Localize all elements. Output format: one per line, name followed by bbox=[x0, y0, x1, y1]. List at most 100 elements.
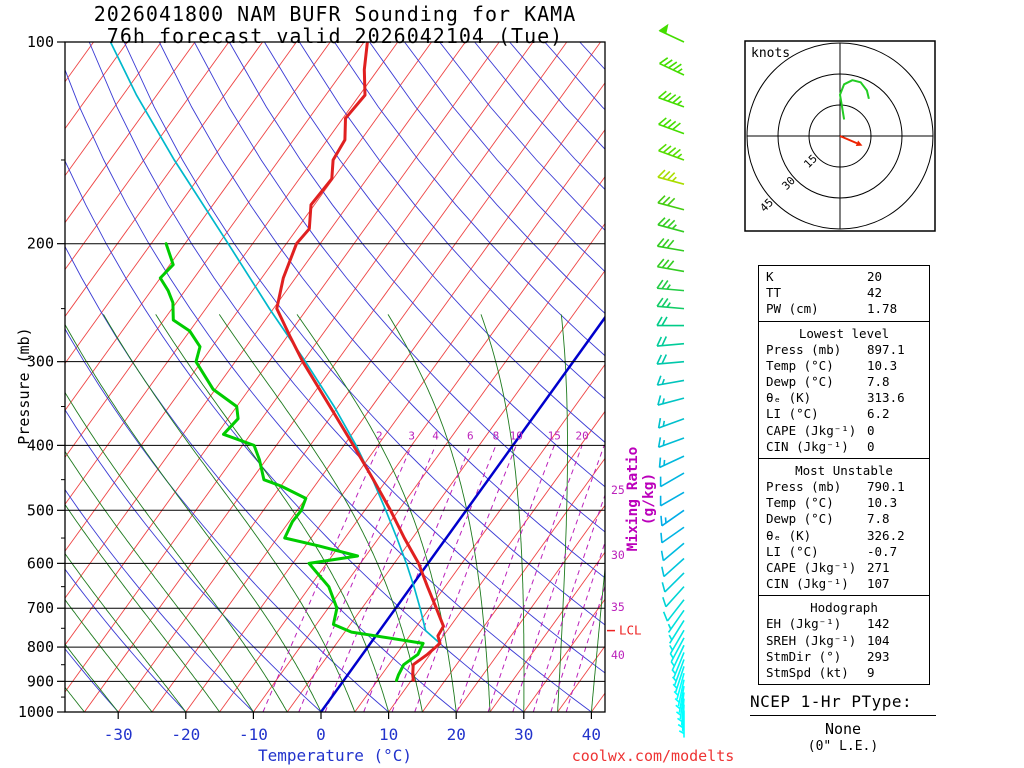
stat-row: Temp (°C) 10.3 bbox=[759, 358, 929, 374]
svg-text:200: 200 bbox=[27, 235, 54, 253]
svg-text:35: 35 bbox=[611, 600, 625, 614]
svg-text:40: 40 bbox=[582, 725, 601, 744]
stat-label: Temp (°C) bbox=[766, 357, 834, 373]
stat-row: CAPE (Jkg⁻¹) 271 bbox=[759, 560, 929, 576]
stat-row: LI (°C) 6.2 bbox=[759, 406, 929, 422]
mixing-ratio-axis-label: Mixing Ratio (g/kg) bbox=[625, 446, 657, 552]
stat-value: 0 bbox=[867, 422, 875, 438]
svg-text:20: 20 bbox=[575, 429, 588, 442]
dry-adiabats bbox=[65, 42, 605, 712]
svg-text:LCL: LCL bbox=[619, 623, 642, 638]
svg-text:30: 30 bbox=[514, 725, 533, 744]
stat-row: TT 42 bbox=[759, 285, 929, 301]
svg-text:300: 300 bbox=[27, 353, 54, 371]
svg-text:40: 40 bbox=[611, 648, 625, 662]
stat-label: SREH (Jkg⁻¹) bbox=[766, 632, 857, 648]
stat-value: 142 bbox=[867, 616, 890, 632]
stat-value: 293 bbox=[867, 648, 890, 664]
stat-label: Dewp (°C) bbox=[766, 511, 834, 527]
stat-row: PW (cm) 1.78 bbox=[759, 301, 929, 317]
stat-label: θₑ (K) bbox=[766, 527, 812, 543]
stat-label: StmSpd (kt) bbox=[766, 665, 849, 681]
stat-label: θₑ (K) bbox=[766, 390, 812, 406]
stat-value: 1.78 bbox=[867, 301, 898, 317]
ptype-block: NCEP 1-Hr PType: None (0" L.E.) bbox=[750, 692, 936, 754]
stat-row: EH (Jkg⁻¹) 142 bbox=[759, 616, 929, 632]
stat-label: PW (cm) bbox=[766, 301, 819, 317]
pressure-axis: 100 200 300 400 500 600 700 800 900 1000 bbox=[18, 33, 65, 721]
ptype-title: NCEP 1-Hr PType: bbox=[750, 692, 936, 716]
stat-value: 0 bbox=[867, 438, 875, 454]
stat-value: 313.6 bbox=[867, 390, 905, 406]
svg-text:2: 2 bbox=[376, 429, 383, 442]
stat-value: 9 bbox=[867, 665, 875, 681]
pressure-axis-label: Pressure (mb) bbox=[15, 327, 33, 445]
stat-label: StmDir (°) bbox=[766, 648, 842, 664]
svg-text:15: 15 bbox=[548, 429, 561, 442]
stat-row: CIN (Jkg⁻¹) 107 bbox=[759, 576, 929, 592]
stat-value: 7.8 bbox=[867, 511, 890, 527]
temperature-axis: -30 -20 -10 0 10 20 30 40 bbox=[104, 712, 601, 744]
stats-section-hodograph: Hodograph EH (Jkg⁻¹) 142 SREH (Jkg⁻¹) 104 Stm… bbox=[758, 595, 930, 686]
stat-row: LI (°C) -0.7 bbox=[759, 544, 929, 560]
svg-text:30: 30 bbox=[611, 548, 625, 562]
stat-label: LI (°C) bbox=[766, 543, 819, 559]
svg-text:100: 100 bbox=[27, 33, 54, 51]
svg-text:8: 8 bbox=[493, 429, 500, 442]
stat-value: 20 bbox=[867, 269, 883, 284]
stat-row: StmDir (°) 293 bbox=[759, 649, 929, 665]
stat-label: LI (°C) bbox=[766, 406, 819, 422]
stat-label: Temp (°C) bbox=[766, 495, 834, 511]
svg-text:500: 500 bbox=[27, 501, 54, 519]
svg-text:600: 600 bbox=[27, 554, 54, 572]
plot-border bbox=[64, 41, 606, 713]
svg-text:25: 25 bbox=[611, 483, 625, 497]
svg-text:900: 900 bbox=[27, 672, 54, 690]
stat-section-title: Hodograph bbox=[810, 600, 878, 616]
stat-row: StmSpd (kt) 9 bbox=[759, 665, 929, 681]
stat-value: 104 bbox=[867, 632, 890, 648]
stat-value: 6.2 bbox=[867, 406, 890, 422]
svg-text:0: 0 bbox=[316, 725, 326, 744]
svg-text:4: 4 bbox=[432, 429, 439, 442]
wind-barbs bbox=[656, 23, 685, 738]
svg-text:-30: -30 bbox=[104, 725, 133, 744]
stat-value: 326.2 bbox=[867, 527, 905, 543]
watermark: coolwx.com/modelts bbox=[571, 747, 735, 765]
stat-value: 10.3 bbox=[867, 495, 898, 511]
svg-text:800: 800 bbox=[27, 638, 54, 656]
svg-text:400: 400 bbox=[27, 436, 54, 454]
svg-text:knots: knots bbox=[751, 46, 790, 61]
stat-row: Dewp (°C) 7.8 bbox=[759, 374, 929, 390]
ptype-value: None bbox=[824, 720, 862, 738]
svg-text:6: 6 bbox=[467, 429, 474, 442]
stat-label: TT bbox=[766, 285, 782, 301]
stats-section-lowest-level: Lowest level Press (mb) 897.1 Temp (°C) 10.3… bbox=[758, 320, 930, 460]
stat-value: 790.1 bbox=[867, 479, 905, 495]
stats-section-most-unstable: Most Unstable Press (mb) 790.1 Temp (°C) 10.… bbox=[758, 458, 930, 597]
svg-text:-20: -20 bbox=[171, 725, 200, 744]
mixing-ratio-labels: 2 3 4 6 8 10 15 20 25 30 35 40 bbox=[376, 429, 625, 662]
svg-text:3: 3 bbox=[408, 429, 415, 442]
stat-row: K 20 bbox=[759, 269, 929, 285]
parcel-trace bbox=[109, 42, 441, 645]
stat-section-title: Most Unstable bbox=[795, 463, 893, 479]
stat-value: 7.8 bbox=[867, 374, 890, 390]
svg-text:-10: -10 bbox=[239, 725, 268, 744]
moist-adiabats bbox=[65, 314, 605, 712]
svg-text:10: 10 bbox=[510, 429, 523, 442]
stat-row: θₑ (K) 313.6 bbox=[759, 390, 929, 406]
stat-section-title: Lowest level bbox=[798, 325, 890, 341]
ptype-liquid-equivalent: (0" L.E.) bbox=[807, 739, 879, 754]
svg-text:20: 20 bbox=[447, 725, 466, 744]
stat-row: Dewp (°C) 7.8 bbox=[759, 511, 929, 527]
stats-summary-box: K 20 TT 42 PW (cm) 1.78 bbox=[758, 265, 930, 322]
stat-label: K bbox=[766, 269, 774, 284]
stat-label: Press (mb) bbox=[766, 341, 842, 357]
stat-value: -0.7 bbox=[867, 543, 898, 559]
stat-value: 107 bbox=[867, 576, 890, 592]
stat-row: CAPE (Jkg⁻¹) 0 bbox=[759, 423, 929, 439]
svg-text:1000: 1000 bbox=[18, 703, 54, 721]
